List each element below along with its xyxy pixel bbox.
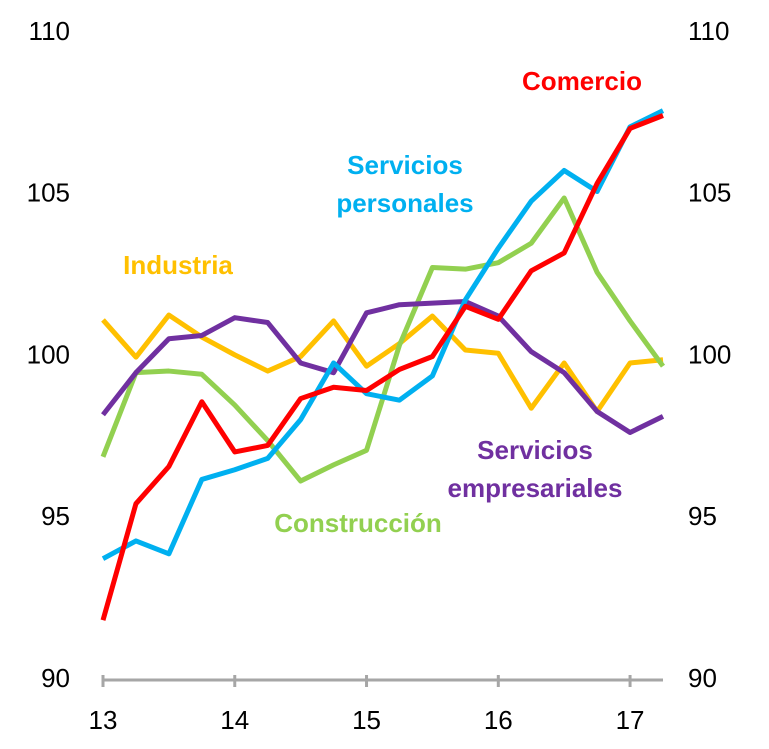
x-tick-label: 16 <box>484 705 513 735</box>
x-tick-label: 14 <box>220 705 249 735</box>
y2-tick-label: 105 <box>688 178 731 208</box>
series-label: Industria <box>123 250 233 280</box>
series-line <box>100 113 664 621</box>
series-label: Comercio <box>522 66 642 96</box>
series-label: Construcción <box>274 508 442 538</box>
series-line <box>101 299 665 436</box>
series-label: Servicios personales <box>336 150 473 218</box>
y2-tick-label: 110 <box>688 16 729 46</box>
y2-tick-label: 100 <box>688 339 731 369</box>
series-line <box>101 312 664 414</box>
y-tick-label: 100 <box>27 339 70 369</box>
y-tick-label: 90 <box>41 663 70 693</box>
y2-tick-label: 90 <box>688 663 717 693</box>
x-tick-label: 13 <box>89 705 118 735</box>
series-label: Servicios empresariales <box>448 435 623 503</box>
x-tick-label: 17 <box>616 705 645 735</box>
y-tick-label: 105 <box>27 178 70 208</box>
y-tick-label: 110 <box>29 16 70 46</box>
series-line <box>101 108 665 561</box>
x-tick-label: 15 <box>352 705 381 735</box>
y2-tick-label: 95 <box>688 501 717 531</box>
y-tick-label: 95 <box>41 501 70 531</box>
